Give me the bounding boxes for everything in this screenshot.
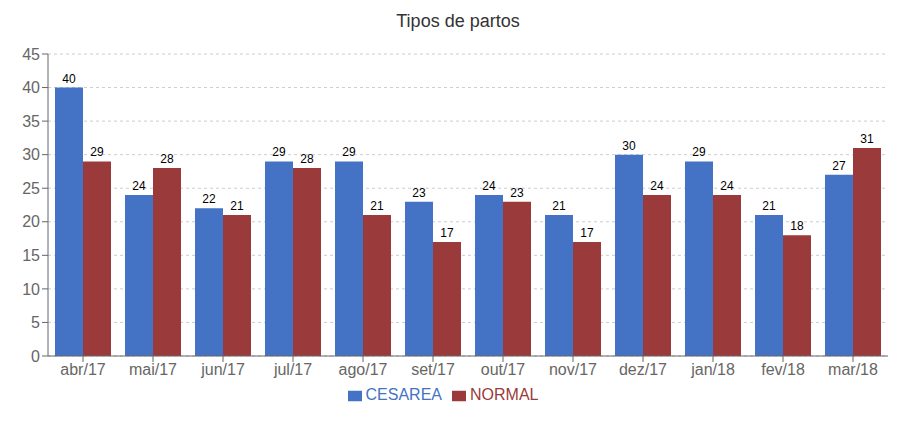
svg-text:27: 27 — [832, 159, 846, 173]
svg-text:jul/17: jul/17 — [273, 361, 312, 378]
html-text:CESAREA: CESAREA — [365, 386, 442, 403]
svg-text:jan/18: jan/18 — [690, 361, 735, 378]
svg-text:28: 28 — [300, 152, 314, 166]
svg-text:21: 21 — [552, 199, 566, 213]
svg-text:ago/17: ago/17 — [339, 361, 388, 378]
svg-text:nov/17: nov/17 — [549, 361, 597, 378]
svg-text:18: 18 — [790, 219, 804, 233]
svg-text:21: 21 — [762, 199, 776, 213]
svg-text:dez/17: dez/17 — [619, 361, 667, 378]
svg-text:28: 28 — [160, 152, 174, 166]
svg-text:21: 21 — [370, 199, 384, 213]
svg-text:24: 24 — [132, 179, 146, 193]
svg-text:24: 24 — [650, 179, 664, 193]
svg-text:fev/18: fev/18 — [761, 361, 805, 378]
svg-text:mar/18: mar/18 — [828, 361, 878, 378]
html-text:Tipos de partos: Tipos de partos — [396, 11, 520, 31]
svg-text:mai/17: mai/17 — [129, 361, 177, 378]
svg-text:10: 10 — [22, 281, 40, 298]
svg-text:25: 25 — [22, 180, 40, 197]
svg-text:22: 22 — [202, 192, 216, 206]
svg-text:24: 24 — [720, 179, 734, 193]
svg-text:abr/17: abr/17 — [60, 361, 105, 378]
svg-text:45: 45 — [22, 46, 40, 63]
svg-text:40: 40 — [22, 79, 40, 96]
svg-text:23: 23 — [510, 186, 524, 200]
svg-text:40: 40 — [62, 72, 76, 86]
svg-text:20: 20 — [22, 213, 40, 230]
svg-text:23: 23 — [412, 186, 426, 200]
svg-text:5: 5 — [31, 314, 40, 331]
svg-text:30: 30 — [22, 146, 40, 163]
svg-text:15: 15 — [22, 247, 40, 264]
svg-text:17: 17 — [580, 226, 594, 240]
svg-text:29: 29 — [90, 145, 104, 159]
svg-text:31: 31 — [860, 132, 874, 146]
svg-text:24: 24 — [482, 179, 496, 193]
svg-text:30: 30 — [622, 139, 636, 153]
svg-text:out/17: out/17 — [481, 361, 526, 378]
html-text:NORMAL: NORMAL — [470, 386, 539, 403]
svg-text:29: 29 — [342, 145, 356, 159]
svg-text:17: 17 — [440, 226, 454, 240]
svg-text:jun/17: jun/17 — [200, 361, 245, 378]
svg-text:29: 29 — [692, 145, 706, 159]
svg-text:29: 29 — [272, 145, 286, 159]
svg-text:set/17: set/17 — [411, 361, 455, 378]
svg-text:21: 21 — [230, 199, 244, 213]
svg-text:0: 0 — [31, 348, 40, 365]
svg-text:35: 35 — [22, 113, 40, 130]
